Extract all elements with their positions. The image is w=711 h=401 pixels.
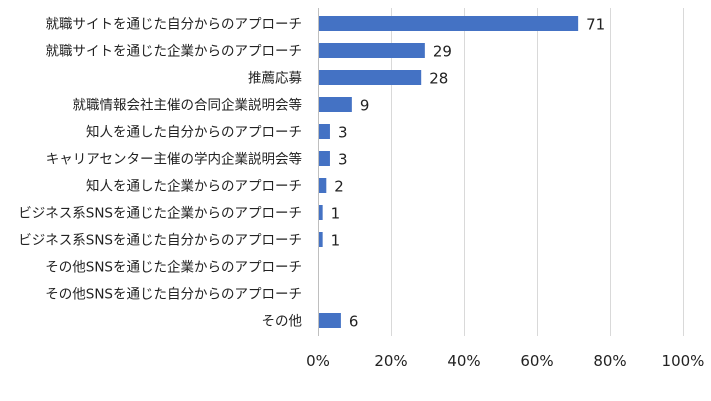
x-tick-label: 100%	[662, 352, 705, 370]
x-tick-label: 80%	[593, 352, 626, 370]
category-label: 推薦応募	[248, 71, 302, 87]
category-label: その他SNSを通じた自分からのアプローチ	[45, 287, 302, 303]
category-label: その他SNSを通じた企業からのアプローチ	[45, 259, 302, 276]
category-label: 就職サイトを通じた自分からのアプローチ	[46, 17, 303, 33]
data-label: 1	[331, 205, 341, 223]
category-label: 知人を通した企業からのアプローチ	[86, 178, 302, 195]
data-label: 6	[349, 313, 359, 331]
category-label: キャリアセンター主催の学内企業説明会等	[46, 151, 302, 168]
x-tick-label: 40%	[447, 352, 480, 370]
x-tick-label: 60%	[520, 352, 553, 370]
data-label: 9	[360, 97, 370, 115]
bar	[319, 124, 330, 139]
data-label: 3	[338, 124, 348, 142]
data-label: 71	[586, 16, 605, 34]
category-label: 就職情報会社主催の合同企業説明会等	[73, 97, 303, 114]
data-label: 3	[338, 151, 348, 169]
bar	[319, 97, 352, 112]
data-label: 2	[334, 178, 344, 196]
category-label: 就職サイトを通じた企業からのアプローチ	[46, 43, 303, 60]
x-tick-label: 0%	[306, 352, 330, 370]
bar	[319, 70, 422, 85]
bar	[319, 43, 425, 58]
category-label: 知人を通した自分からのアプローチ	[86, 124, 302, 141]
bar	[319, 151, 330, 166]
bar	[319, 205, 323, 220]
category-label: ビジネス系SNSを通じた自分からのアプローチ	[18, 233, 302, 249]
category-label: ビジネス系SNSを通じた企業からのアプローチ	[18, 205, 302, 222]
bar	[319, 16, 579, 31]
bar	[319, 178, 327, 193]
bar	[319, 313, 341, 328]
data-label: 28	[429, 70, 448, 88]
bar	[319, 232, 323, 247]
data-label: 1	[331, 232, 341, 250]
x-tick-label: 20%	[374, 352, 407, 370]
category-label: その他	[262, 314, 303, 330]
data-label: 29	[433, 43, 452, 61]
